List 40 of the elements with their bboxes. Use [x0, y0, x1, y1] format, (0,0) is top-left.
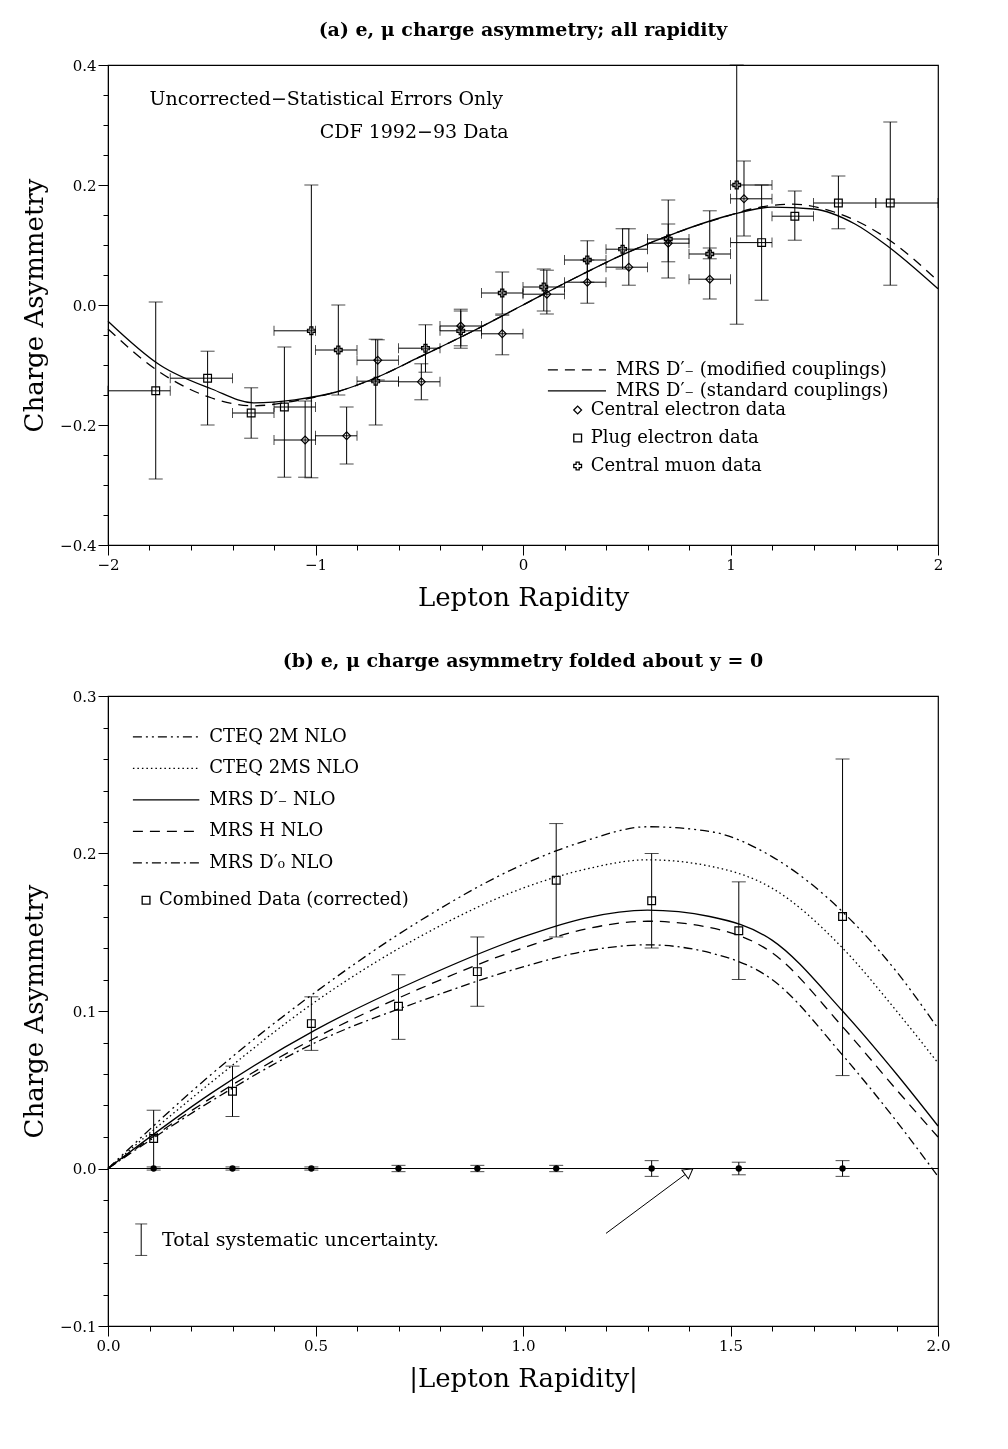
x-tick-label: 1.0 [511, 1336, 536, 1355]
annotation: Total systematic uncertainty. [161, 1227, 440, 1250]
y-tick-label: 0.1 [72, 1002, 97, 1021]
chart-title: (a) e, μ charge asymmetry; all rapidity [318, 18, 729, 40]
y-tick-label: 0.0 [72, 1160, 97, 1178]
y-tick-label: 0.2 [72, 176, 97, 195]
legend-label: MRS D′₋ (standard couplings) [615, 378, 889, 400]
y-axis-title: Charge Asymmetry [19, 884, 50, 1139]
y-tick-label: −0.4 [60, 536, 97, 555]
legend-label: MRS H NLO [209, 819, 324, 841]
y-tick-label: −0.2 [60, 416, 97, 435]
legend-label: MRS D′₀ NLO [209, 850, 334, 872]
y-tick-label: 0.3 [72, 687, 97, 706]
x-tick-label: 0.0 [96, 1336, 121, 1355]
x-tick-label: −1 [304, 555, 328, 574]
x-tick-label: −2 [97, 555, 120, 574]
y-tick-label: −0.1 [60, 1317, 97, 1336]
y-tick-label: 0.0 [72, 296, 97, 315]
legend-label: CTEQ 2M NLO [209, 724, 347, 746]
x-axis-title: Lepton Rapidity [417, 581, 630, 612]
legend-label: Central muon data [590, 454, 763, 475]
legend-label: Plug electron data [590, 426, 759, 447]
legend-label: Combined Data (corrected) [159, 888, 409, 910]
x-tick-label: 0.5 [304, 1336, 328, 1355]
y-tick-label: 0.2 [72, 845, 97, 863]
annotation: CDF 1992−93 Data [319, 120, 509, 143]
x-tick-label: 2 [933, 555, 944, 574]
x-axis-title: |Lepton Rapidity| [409, 1362, 638, 1393]
y-tick-label: 0.4 [72, 56, 97, 75]
annotation: Uncorrected−Statistical Errors Only [149, 86, 504, 109]
legend-label: MRS D′₋ NLO [209, 787, 336, 809]
x-tick-label: 1.5 [719, 1336, 743, 1355]
x-tick-label: 0 [518, 555, 529, 574]
x-tick-label: 2.0 [926, 1336, 951, 1355]
legend-label: MRS D′₋ (modified couplings) [615, 357, 887, 379]
legend-label: Central electron data [590, 398, 787, 419]
x-tick-label: 1 [726, 555, 736, 574]
chart-title: (b) e, μ charge asymmetry folded about y = 0 [282, 649, 764, 671]
legend-label: CTEQ 2MS NLO [209, 756, 360, 778]
y-axis-title: Charge Asymmetry [19, 178, 50, 433]
